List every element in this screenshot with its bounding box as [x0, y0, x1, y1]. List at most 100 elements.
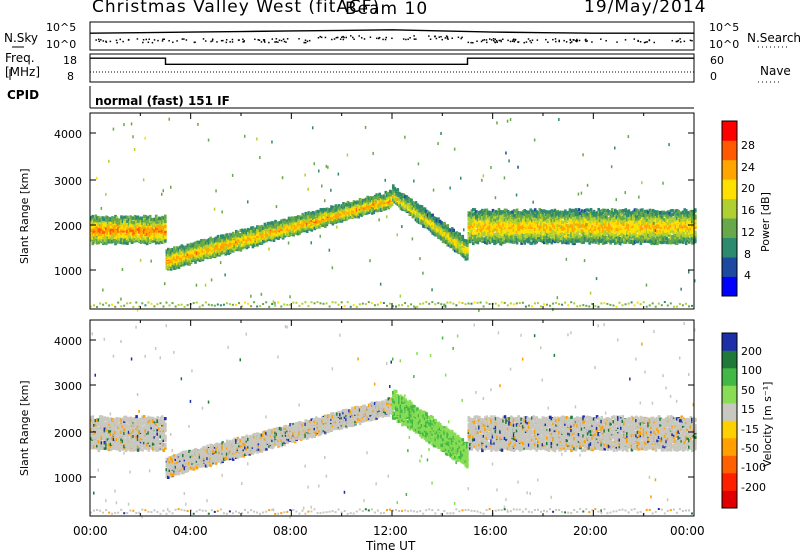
- heat-cell: [259, 237, 262, 241]
- heat-cell: [176, 254, 179, 258]
- freq-label: Freq.: [5, 51, 35, 65]
- heat-cell: [210, 238, 214, 242]
- heat-cell: [124, 238, 128, 243]
- heat-cell: [148, 217, 152, 221]
- heat-cell: [210, 247, 214, 251]
- heat-cell: [292, 229, 295, 233]
- heat-cell: [304, 216, 307, 220]
- heat-cell: [126, 235, 129, 239]
- heat-cell: [321, 220, 324, 224]
- heat-cell: [319, 208, 323, 212]
- heat-cell: [333, 217, 336, 221]
- heat-cell: [256, 242, 259, 246]
- heat-cell: [164, 224, 167, 229]
- heat-cell: [164, 229, 167, 233]
- heat-cell: [268, 235, 271, 239]
- nsky-point: [644, 41, 647, 43]
- heat-cell: [301, 218, 304, 222]
- heat-cell: [222, 235, 226, 239]
- heat-cell: [177, 265, 181, 269]
- nsky-point: [147, 41, 150, 44]
- heat-cell: [99, 223, 102, 227]
- heat-cell: [167, 262, 170, 266]
- heat-cell: [130, 236, 134, 240]
- heat-cell: [97, 216, 101, 220]
- heat-cell: [266, 228, 270, 232]
- heat-cell: [281, 223, 285, 227]
- nsky-point: [446, 37, 449, 39]
- heat-cell: [94, 214, 98, 218]
- heat-cell: [130, 232, 134, 236]
- heat-cell: [103, 240, 107, 244]
- heat-cell: [308, 225, 312, 229]
- heat-cell: [263, 231, 267, 235]
- heat-cell: [117, 218, 120, 222]
- heat-cell: [127, 231, 131, 235]
- heat-cell: [233, 239, 236, 243]
- heat-cell: [337, 212, 341, 216]
- heat-speckle: [239, 244, 241, 248]
- heat-cell: [286, 224, 289, 228]
- heat-cell: [93, 219, 96, 223]
- heat-cell: [159, 217, 163, 221]
- heat-cell: [129, 229, 132, 233]
- heat-cell: [257, 225, 261, 229]
- heat-cell: [144, 225, 147, 229]
- heat-cell: [316, 209, 320, 213]
- heat-cell: [168, 256, 172, 260]
- nsky-point: [385, 36, 388, 39]
- nsky-point: [558, 39, 560, 42]
- heat-cell: [138, 234, 141, 238]
- nsky-point: [231, 38, 234, 41]
- heat-cell: [212, 252, 215, 256]
- heat-speckle: [218, 238, 220, 242]
- heat-cell: [127, 227, 131, 231]
- heat-cell: [186, 248, 190, 252]
- heat-cell: [209, 252, 212, 256]
- heat-cell: [159, 230, 163, 234]
- heat-speckle: [386, 215, 388, 219]
- heat-cell: [235, 229, 238, 234]
- heat-cell: [283, 225, 286, 229]
- heat-cell: [241, 237, 244, 242]
- heat-cell: [153, 221, 156, 225]
- heat-cell: [250, 237, 253, 241]
- heat-cell: [120, 238, 123, 242]
- heat-speckle: [431, 288, 433, 292]
- nsky-point: [157, 39, 159, 42]
- heat-cell: [96, 227, 99, 231]
- power-cbar-tick: 12: [741, 226, 755, 239]
- heat-speckle: [250, 294, 252, 298]
- heat-cell: [277, 225, 280, 229]
- heat-cell: [290, 222, 294, 226]
- heat-cell: [111, 225, 114, 229]
- heat-cell: [461, 234, 465, 238]
- nsky-point: [624, 39, 627, 41]
- nsky-point: [586, 40, 588, 42]
- heat-cell: [167, 256, 170, 260]
- heat-cell: [266, 221, 270, 225]
- heat-cell: [121, 233, 125, 237]
- heat-cell: [177, 249, 181, 253]
- heat-cell: [330, 216, 333, 220]
- nsky-point: [242, 41, 244, 43]
- heat-cell: [292, 221, 295, 225]
- nsky-point: [493, 39, 495, 42]
- heat-cell: [191, 254, 194, 258]
- nsky-point: [575, 40, 577, 42]
- heat-speckle: [215, 189, 217, 193]
- heat-cell: [93, 239, 96, 243]
- nsky-label: N.Sky: [4, 31, 39, 45]
- heat-cell: [304, 223, 307, 227]
- heat-cell: [210, 254, 214, 258]
- nsky-point: [467, 41, 470, 44]
- heat-cell: [290, 216, 294, 220]
- nsky-point: [211, 40, 214, 42]
- heat-cell: [289, 218, 292, 222]
- heat-cell: [177, 255, 181, 259]
- heat-cell: [231, 234, 235, 239]
- heat-cell: [318, 220, 321, 224]
- nsky-point: [507, 39, 509, 42]
- nsky-point: [151, 41, 154, 44]
- nsky-point: [500, 40, 502, 43]
